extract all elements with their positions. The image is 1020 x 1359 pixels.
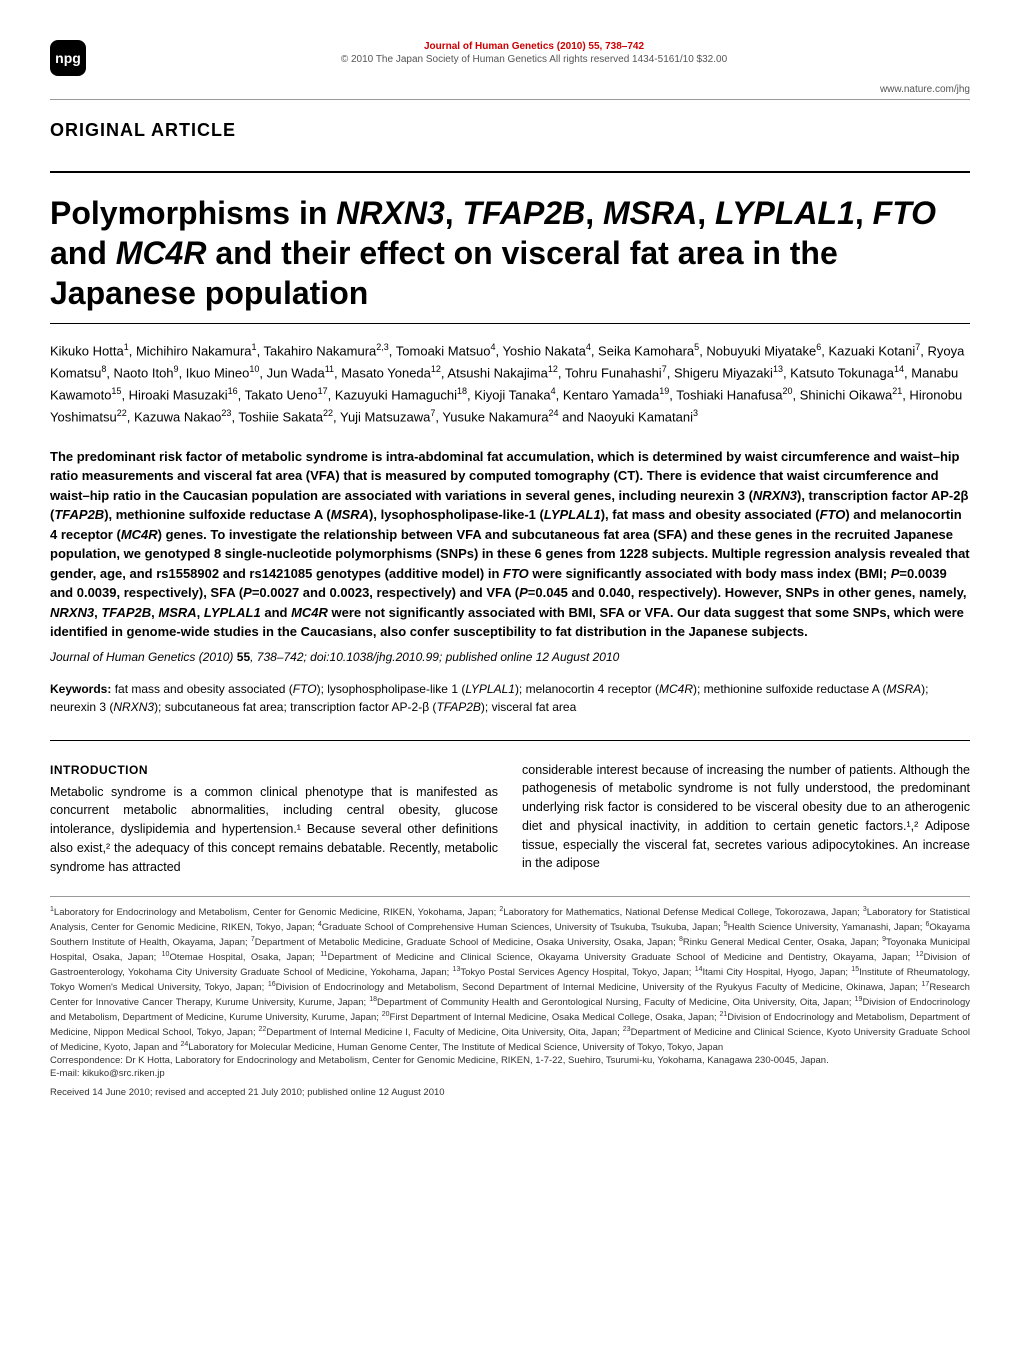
authors: Kikuko Hotta1, Michihiro Nakamura1, Taka… [50, 340, 970, 429]
journal-meta: Journal of Human Genetics (2010) 55, 738… [98, 40, 970, 66]
title-rule-top [50, 171, 970, 173]
received-text: Received 14 June 2010; revised and accep… [50, 1087, 970, 1100]
title-rule-bot [50, 323, 970, 324]
column-right: considerable interest because of increas… [522, 761, 970, 877]
keywords-rule [50, 740, 970, 741]
article-type: ORIGINAL ARTICLE [50, 120, 970, 141]
affiliations-text: 1Laboratory for Endocrinology and Metabo… [50, 905, 970, 1055]
intro-text-col1: Metabolic syndrome is a common clinical … [50, 783, 498, 877]
abstract: The predominant risk factor of metabolic… [50, 447, 970, 642]
journal-title: Journal of Human Genetics (2010) 55, 738… [98, 40, 970, 53]
body-columns: INTRODUCTION Metabolic syndrome is a com… [50, 761, 970, 877]
intro-text-col2: considerable interest because of increas… [522, 761, 970, 874]
intro-heading: INTRODUCTION [50, 761, 498, 779]
journal-copyright: © 2010 The Japan Society of Human Geneti… [98, 53, 970, 66]
affiliations-block: 1Laboratory for Endocrinology and Metabo… [50, 896, 970, 1099]
email-text: E-mail: kikuko@src.riken.jp [50, 1068, 970, 1081]
journal-url: www.nature.com/jhg [50, 84, 970, 95]
article-title: Polymorphisms in NRXN3, TFAP2B, MSRA, LY… [50, 193, 970, 313]
header-rule [50, 99, 970, 100]
citation: Journal of Human Genetics (2010) 55, 738… [50, 648, 970, 666]
column-left: INTRODUCTION Metabolic syndrome is a com… [50, 761, 498, 877]
keywords: Keywords: fat mass and obesity associate… [50, 680, 970, 716]
correspondence-text: Correspondence: Dr K Hotta, Laboratory f… [50, 1055, 970, 1068]
header: npg Journal of Human Genetics (2010) 55,… [50, 40, 970, 76]
page-root: npg Journal of Human Genetics (2010) 55,… [0, 0, 1020, 1139]
npg-badge-icon: npg [50, 40, 86, 76]
